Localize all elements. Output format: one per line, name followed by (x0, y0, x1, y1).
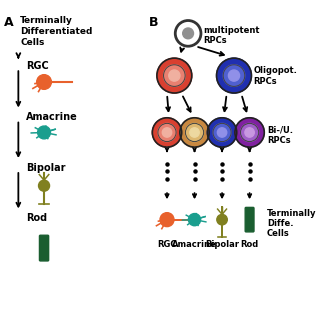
Text: Bi-/U.
RPCs: Bi-/U. RPCs (267, 125, 293, 145)
Circle shape (158, 124, 176, 141)
Circle shape (169, 70, 180, 81)
Circle shape (157, 58, 192, 93)
Circle shape (188, 213, 201, 226)
Circle shape (217, 58, 252, 93)
Circle shape (185, 124, 204, 141)
Circle shape (175, 20, 201, 46)
Text: Amacrine: Amacrine (26, 112, 77, 122)
Circle shape (37, 75, 52, 89)
Circle shape (213, 124, 231, 141)
Text: Amacrine: Amacrine (172, 240, 217, 249)
Text: Bipolar: Bipolar (26, 163, 65, 173)
Circle shape (38, 126, 51, 139)
FancyBboxPatch shape (39, 235, 49, 261)
Text: A: A (4, 16, 13, 29)
Circle shape (207, 118, 237, 147)
Circle shape (217, 214, 227, 225)
Circle shape (38, 180, 50, 191)
Text: Oligopot.
RPCs: Oligopot. RPCs (253, 67, 297, 86)
Circle shape (190, 128, 199, 137)
Text: Bipolar: Bipolar (205, 240, 239, 249)
Circle shape (160, 213, 174, 227)
Text: Rod: Rod (26, 213, 47, 223)
Text: B: B (149, 16, 158, 29)
Circle shape (241, 124, 259, 141)
FancyBboxPatch shape (245, 207, 254, 232)
Text: Terminally
Diffe.
Cells: Terminally Diffe. Cells (267, 209, 316, 238)
Text: Rod: Rod (240, 240, 259, 249)
Circle shape (223, 65, 245, 86)
Circle shape (162, 128, 172, 137)
Circle shape (228, 70, 240, 81)
Circle shape (245, 128, 254, 137)
Circle shape (217, 128, 227, 137)
Circle shape (152, 118, 182, 147)
Text: RGC: RGC (157, 240, 177, 249)
Circle shape (235, 118, 264, 147)
Circle shape (180, 118, 209, 147)
Circle shape (183, 28, 194, 39)
Text: RGC: RGC (26, 61, 48, 71)
Text: multipotent
RPCs: multipotent RPCs (203, 26, 259, 45)
Circle shape (164, 65, 185, 86)
Text: Terminally
Differentiated
Cells: Terminally Differentiated Cells (20, 16, 92, 47)
